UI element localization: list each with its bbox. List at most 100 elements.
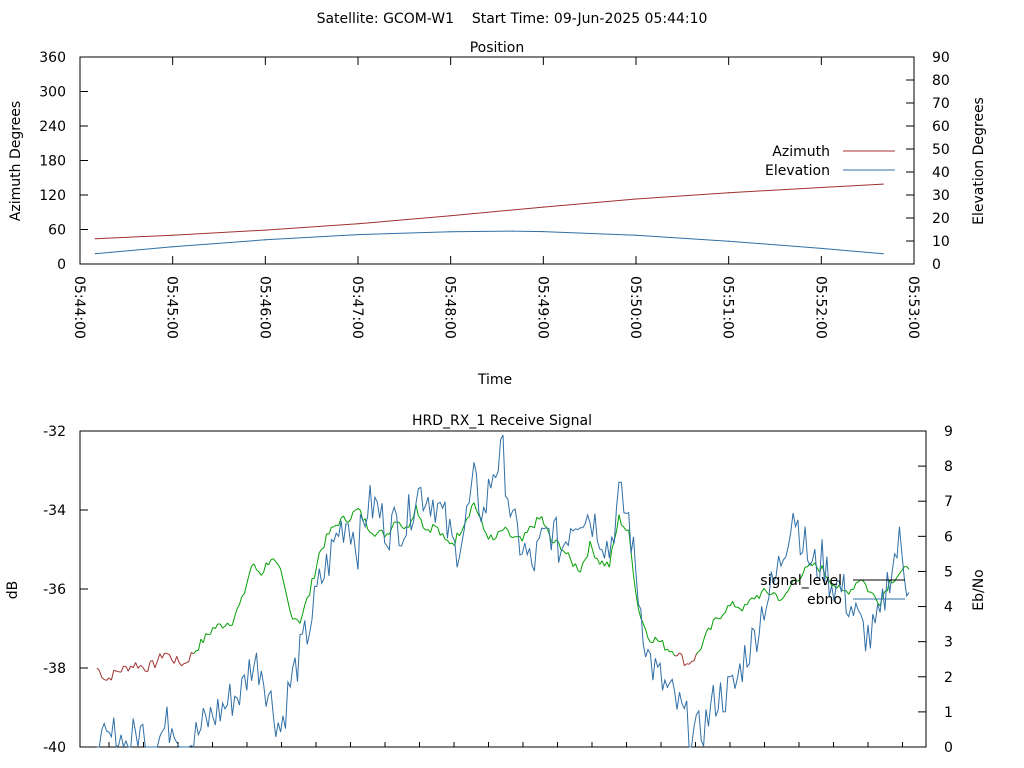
azimuth-tick-label: 120: [39, 188, 66, 204]
signal_level-segment: [410, 516, 415, 522]
signal_level-segment: [239, 596, 243, 605]
signal_level-segment: [582, 558, 586, 564]
signal_level-segment: [420, 518, 424, 528]
signal_level-segment: [500, 529, 504, 532]
signal_level-segment: [683, 663, 688, 667]
signal_level-segment: [352, 509, 356, 513]
signal_level-segment: [391, 521, 395, 529]
signal_level-segment: [510, 536, 513, 539]
time-tick-label: 05:49:00: [534, 276, 550, 339]
signal_level-segment: [178, 662, 182, 667]
signal_level-segment: [526, 526, 531, 533]
signal_level-segment: [894, 576, 898, 582]
position-plot-frame: [79, 56, 915, 265]
signal_level-segment: [700, 639, 705, 650]
signal_level-segment: [896, 573, 900, 578]
signal_level-segment: [507, 529, 511, 537]
position-chart-title: Position: [470, 40, 525, 56]
signal_level-segment: [127, 665, 132, 672]
signal_level-segment: [222, 625, 226, 629]
signal_level-segment: [171, 659, 175, 664]
azimuth-tick-label: 0: [57, 257, 66, 273]
ebno-axis-label: Eb/No: [971, 569, 987, 611]
signal_level-segment: [705, 627, 709, 633]
time-tick-label: 05:47:00: [349, 276, 365, 339]
signal_level-segment: [795, 579, 799, 582]
signal_level-segment: [802, 566, 806, 575]
signal_level-segment: [828, 580, 833, 586]
signal_level-segment: [737, 606, 741, 609]
signal_level-segment: [475, 509, 480, 516]
signal_level-segment: [340, 515, 344, 519]
signal_level-segment: [891, 580, 895, 584]
signal_level-segment: [739, 608, 743, 612]
signal_level-segment: [311, 577, 315, 580]
signal_level-segment: [746, 599, 750, 605]
signal_level-segment: [314, 564, 318, 579]
signal_level-segment: [691, 660, 695, 663]
signal_level-segment: [785, 590, 789, 594]
ebno-tick-label: 2: [944, 670, 953, 686]
signal_level-segment: [273, 558, 277, 563]
signal_level-segment: [572, 563, 576, 568]
signal_level-segment: [161, 652, 166, 659]
signal_level-segment: [797, 578, 801, 582]
signal-chart: HRD_RX_1 Receive Signal -40-38-36-34-32 …: [5, 413, 987, 756]
signal_level-segment: [696, 650, 700, 655]
azimuth-point: [542, 206, 544, 208]
elevation-tick-label: 70: [932, 96, 950, 112]
signal_level-segment: [287, 601, 291, 613]
signal_level-segment: [505, 526, 509, 531]
signal_level-segment: [282, 579, 286, 591]
signal_level-segment: [872, 593, 876, 598]
elevation-tick-label: 30: [932, 188, 950, 204]
azimuth-tick-label: 180: [39, 154, 66, 170]
azimuth-point: [450, 215, 452, 217]
ebno-tick-label: 5: [944, 564, 953, 580]
db-tick-label: -40: [43, 740, 66, 756]
signal_level-segment: [606, 561, 610, 568]
signal_level-segment: [780, 597, 784, 601]
ebno-tick-label: 3: [944, 635, 953, 651]
signal_level-segment: [106, 677, 110, 681]
signal_level-segment: [212, 627, 216, 629]
signal_level-segment: [538, 516, 543, 520]
signal_level-segment: [845, 590, 850, 595]
signal_level-segment: [763, 588, 767, 593]
signal_level-segment: [498, 530, 501, 533]
signal_level-segment: [197, 638, 202, 651]
main-title: Satellite: GCOM-W1 Start Time: 09-Jun-20…: [317, 11, 708, 27]
signal_level-segment: [96, 667, 100, 671]
db-tick-label: -38: [43, 661, 66, 677]
signal_level-segment: [874, 596, 879, 604]
elevation-tick-label: 90: [932, 50, 950, 66]
signal_level-segment: [787, 585, 792, 591]
signal_level-segment: [292, 617, 296, 620]
signal_level-segment: [435, 525, 438, 528]
position-legend: Azimuth Elevation: [765, 144, 895, 179]
signal_level-segment: [579, 562, 584, 573]
signal_level-segment: [205, 633, 209, 636]
signal_level-segment: [120, 666, 124, 673]
ebno-tick-label: 7: [944, 494, 953, 510]
signal_level-segment: [862, 580, 867, 585]
azimuth-tick-label: 300: [39, 85, 66, 101]
signal_level-segment: [186, 661, 190, 664]
signal_level-segment: [248, 565, 253, 575]
signal_level-segment: [297, 619, 301, 624]
signal_level-segment: [236, 604, 240, 610]
signal_level-segment: [778, 599, 782, 602]
signal_level-segment: [471, 502, 475, 507]
time-axis-label: Time: [477, 372, 512, 388]
azimuth-point: [172, 234, 174, 236]
signal_level-segment: [594, 557, 598, 559]
signal-bottom-ticks: [108, 742, 903, 747]
azimuth-point: [635, 198, 637, 200]
elevation-tick-label: 50: [932, 142, 950, 158]
signal_level-segment: [210, 627, 214, 635]
signal_level-segment: [173, 656, 178, 664]
signal_level-segment: [398, 522, 402, 527]
signal_level-segment: [621, 524, 625, 528]
signal_level-segment: [336, 524, 339, 527]
